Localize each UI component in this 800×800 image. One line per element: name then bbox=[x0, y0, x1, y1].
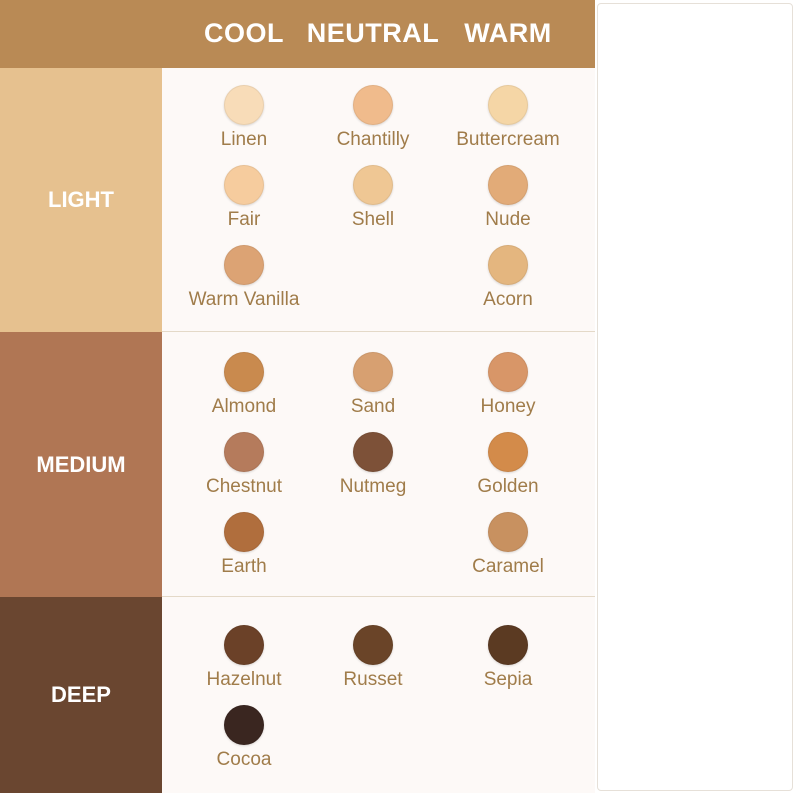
shade-swatch bbox=[488, 625, 528, 665]
side-panel bbox=[597, 3, 793, 791]
shade-swatch bbox=[488, 165, 528, 205]
shade-name: Warm Vanilla bbox=[188, 289, 300, 310]
shade-swatch bbox=[488, 245, 528, 285]
shade-swatch bbox=[488, 352, 528, 392]
shade-swatch bbox=[488, 432, 528, 472]
shade-swatch bbox=[224, 85, 264, 125]
column-header: COOL bbox=[204, 18, 284, 48]
shade-swatch bbox=[224, 705, 264, 745]
shade-name: Nude bbox=[485, 209, 531, 230]
column-header: NEUTRAL bbox=[306, 18, 440, 48]
shade-swatch bbox=[224, 625, 264, 665]
shade-name: Caramel bbox=[472, 556, 544, 577]
row-divider bbox=[162, 331, 595, 332]
shade-name: Sepia bbox=[483, 669, 533, 690]
shade-swatch bbox=[353, 85, 393, 125]
shade-name: Linen bbox=[220, 129, 268, 150]
header-bar bbox=[0, 0, 595, 68]
column-header: WARM bbox=[464, 18, 552, 48]
row-divider bbox=[162, 596, 595, 597]
row-label: LIGHT bbox=[0, 68, 162, 332]
shade-name: Chantilly bbox=[336, 129, 410, 150]
shade-swatch bbox=[224, 245, 264, 285]
row-label: DEEP bbox=[0, 597, 162, 793]
shade-swatch bbox=[353, 432, 393, 472]
shade-name: Fair bbox=[227, 209, 261, 230]
shade-swatch bbox=[224, 165, 264, 205]
shade-swatch bbox=[224, 432, 264, 472]
shade-name: Sand bbox=[350, 396, 396, 417]
shade-name: Earth bbox=[221, 556, 267, 577]
row-label: MEDIUM bbox=[0, 332, 162, 597]
shade-name: Chestnut bbox=[205, 476, 283, 497]
shade-name: Almond bbox=[211, 396, 277, 417]
shade-name: Nutmeg bbox=[339, 476, 407, 497]
shade-name: Hazelnut bbox=[206, 669, 282, 690]
shade-swatch bbox=[488, 85, 528, 125]
shade-name: Russet bbox=[343, 669, 403, 690]
shade-name: Acorn bbox=[483, 289, 533, 310]
shade-swatch bbox=[353, 352, 393, 392]
shade-name: Golden bbox=[477, 476, 539, 497]
shade-swatch bbox=[224, 512, 264, 552]
shade-name: Honey bbox=[480, 396, 536, 417]
shade-swatch bbox=[353, 165, 393, 205]
shade-swatch bbox=[353, 625, 393, 665]
shade-name: Shell bbox=[351, 209, 395, 230]
shade-name: Buttercream bbox=[456, 129, 560, 150]
shade-swatch bbox=[488, 512, 528, 552]
shade-swatch bbox=[224, 352, 264, 392]
shade-name: Cocoa bbox=[216, 749, 272, 770]
